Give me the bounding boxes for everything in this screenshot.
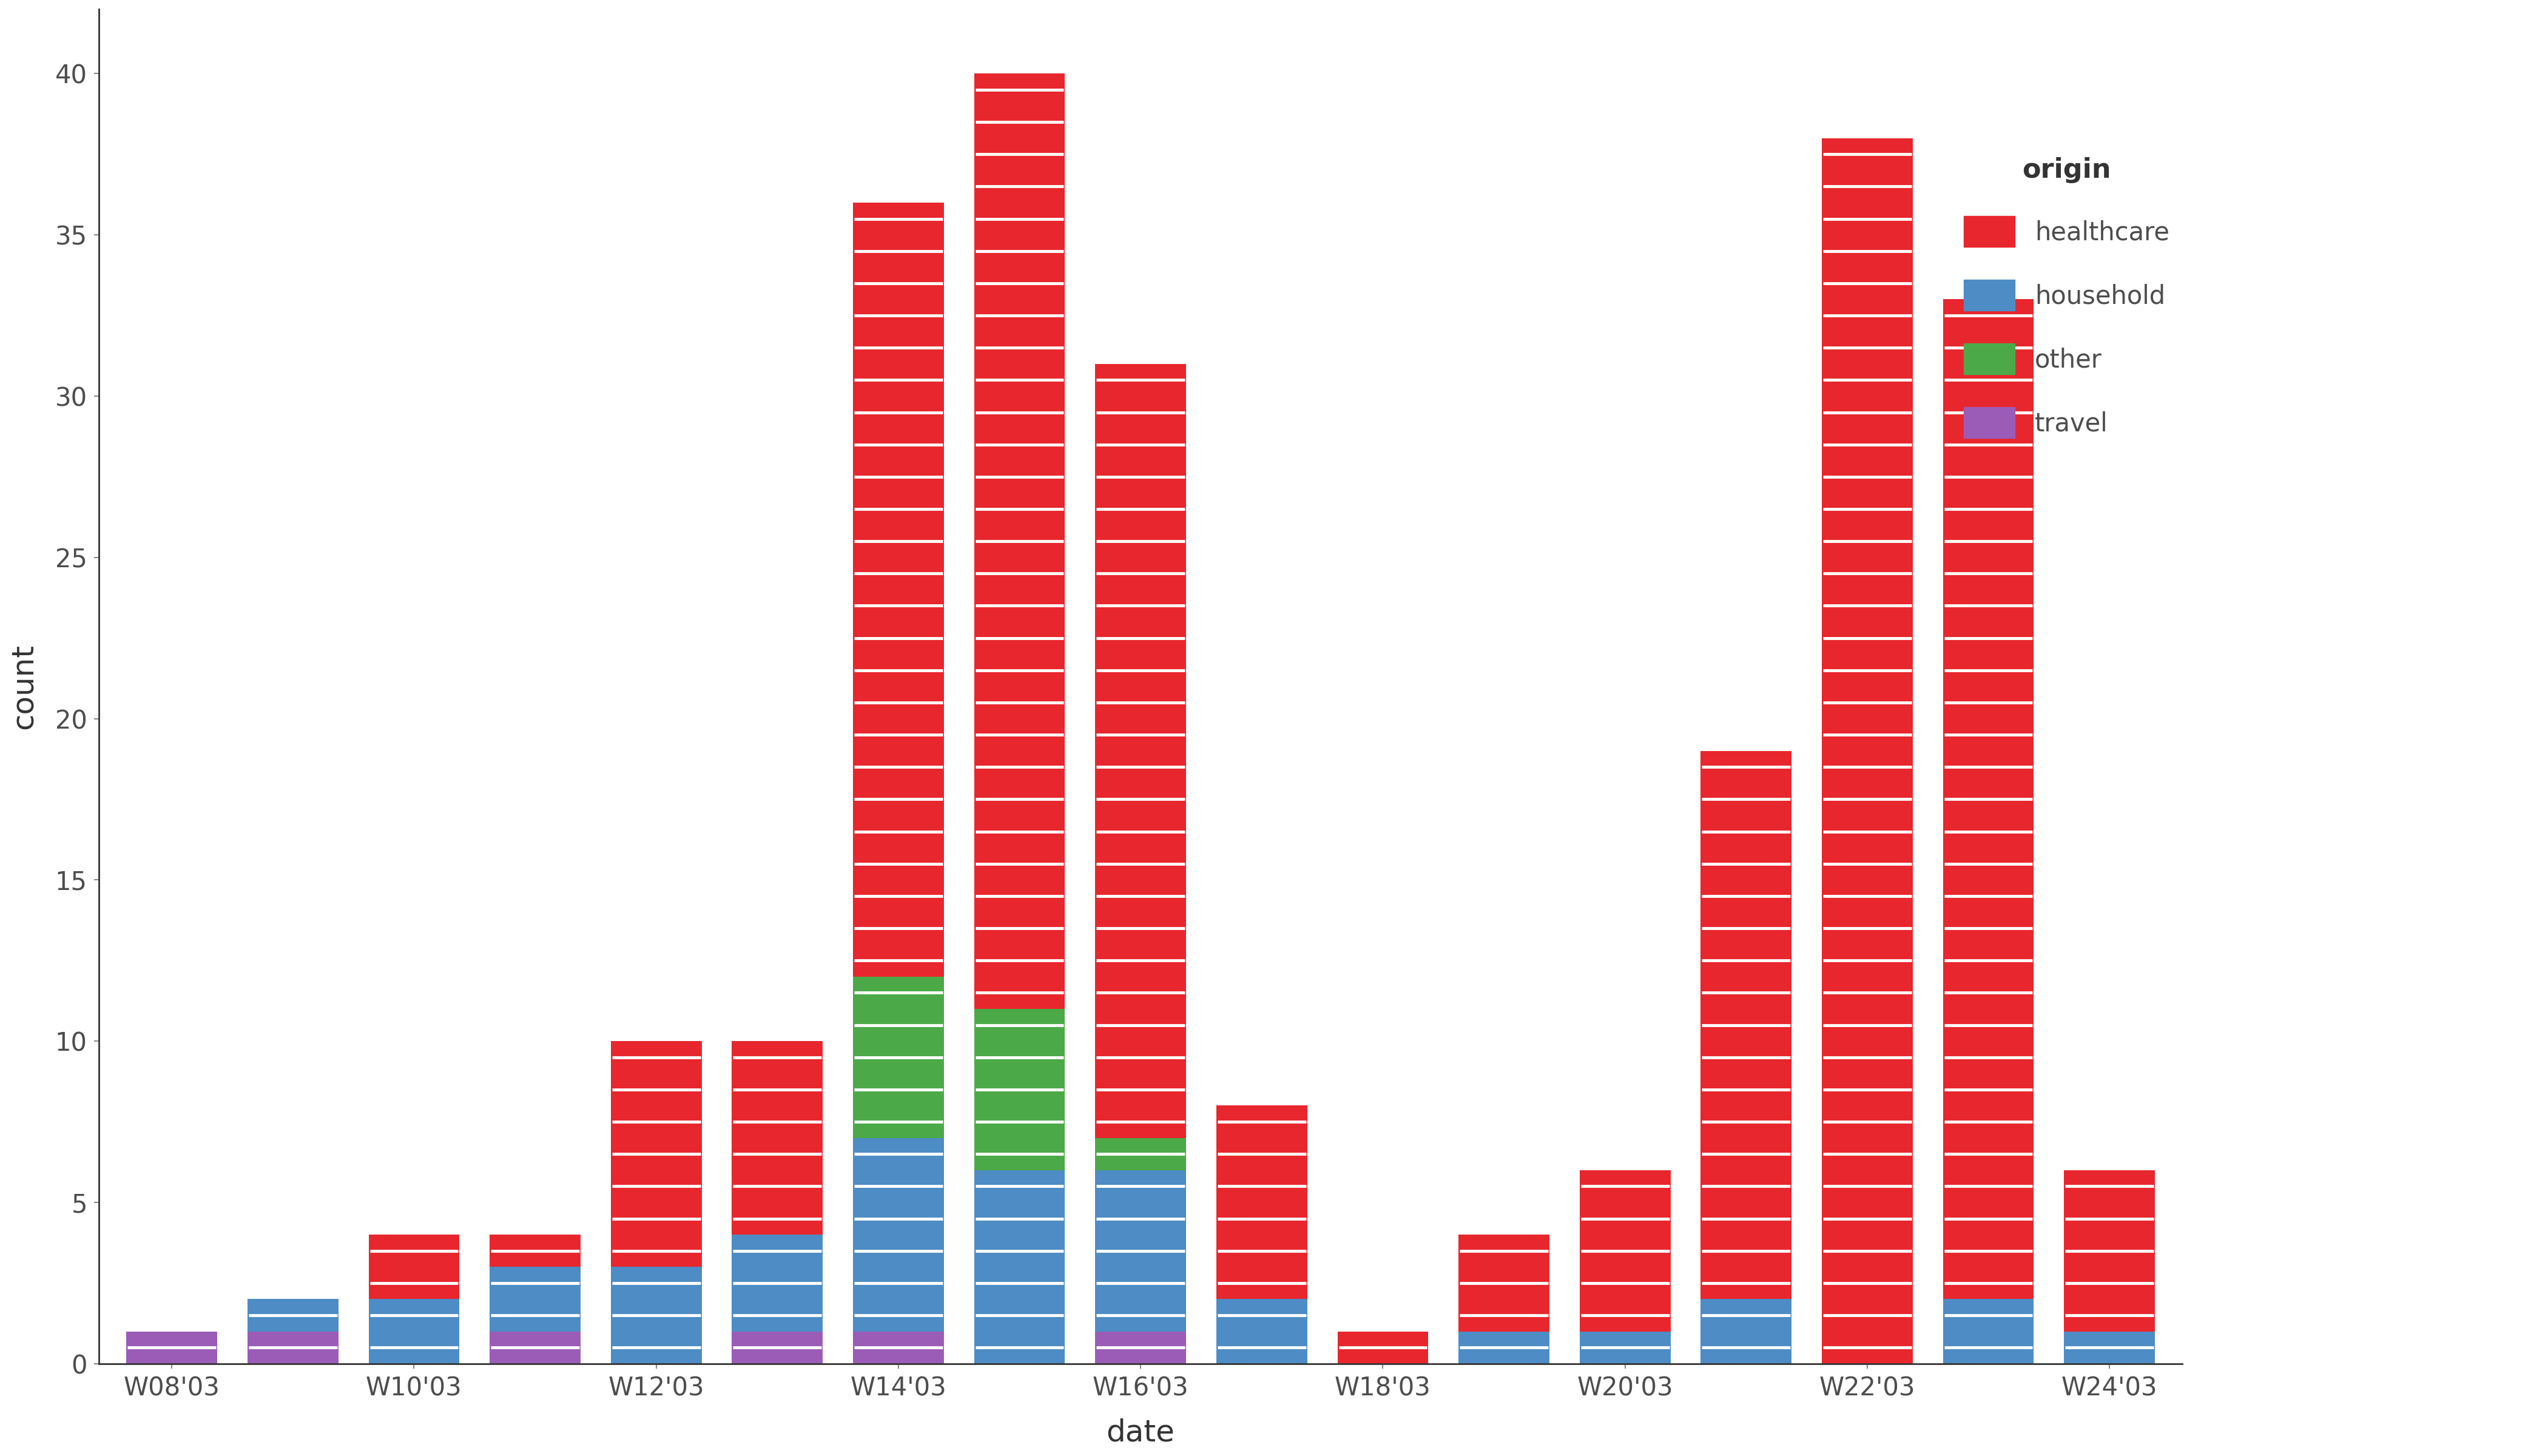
- Bar: [973, 1171, 1065, 1364]
- Bar: [1700, 1299, 1791, 1364]
- Bar: [854, 1331, 943, 1364]
- Bar: [1215, 1105, 1307, 1299]
- Bar: [1457, 1235, 1549, 1331]
- Bar: [1338, 1331, 1429, 1364]
- Y-axis label: count: count: [10, 644, 38, 729]
- Bar: [1580, 1331, 1671, 1364]
- Bar: [731, 1235, 823, 1331]
- Bar: [247, 1299, 339, 1331]
- Bar: [2064, 1331, 2156, 1364]
- Bar: [1096, 1171, 1185, 1331]
- Bar: [854, 977, 943, 1139]
- Bar: [973, 74, 1065, 1009]
- X-axis label: date: date: [1106, 1418, 1175, 1447]
- Bar: [973, 1009, 1065, 1171]
- Bar: [489, 1331, 581, 1364]
- Bar: [489, 1267, 581, 1331]
- Bar: [1700, 751, 1791, 1299]
- Bar: [2064, 1171, 2156, 1331]
- Bar: [247, 1331, 339, 1364]
- Bar: [612, 1267, 701, 1364]
- Bar: [1096, 1331, 1185, 1364]
- Bar: [854, 1139, 943, 1331]
- Bar: [731, 1331, 823, 1364]
- Bar: [731, 1041, 823, 1235]
- Legend: healthcare, household, other, travel: healthcare, household, other, travel: [1965, 157, 2168, 438]
- Bar: [489, 1235, 581, 1267]
- Bar: [1944, 1299, 2033, 1364]
- Bar: [854, 202, 943, 977]
- Bar: [1096, 1139, 1185, 1171]
- Bar: [1580, 1171, 1671, 1331]
- Bar: [369, 1235, 459, 1299]
- Bar: [612, 1041, 701, 1267]
- Bar: [1215, 1299, 1307, 1364]
- Bar: [1457, 1331, 1549, 1364]
- Bar: [127, 1331, 217, 1364]
- Bar: [1822, 138, 1914, 1364]
- Bar: [1096, 364, 1185, 1139]
- Bar: [1944, 300, 2033, 1299]
- Bar: [369, 1299, 459, 1364]
